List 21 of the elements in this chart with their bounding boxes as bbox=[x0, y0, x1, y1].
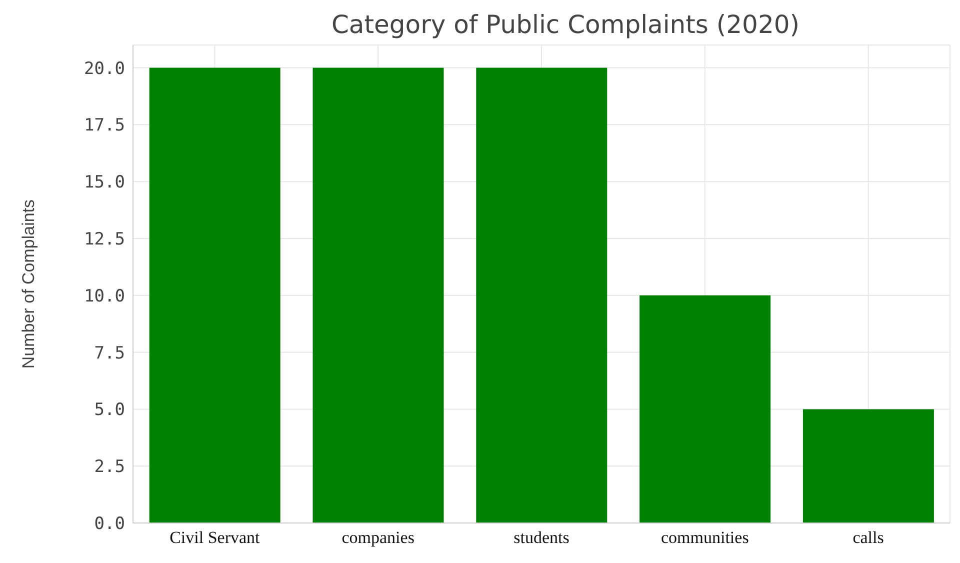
bar bbox=[149, 68, 280, 523]
y-tick-label: 7.5 bbox=[94, 343, 125, 364]
x-tick-label: calls bbox=[852, 528, 884, 548]
y-tick-label: 2.5 bbox=[94, 457, 125, 478]
y-tick-label: 0.0 bbox=[94, 514, 125, 534]
y-tick-label: 20.0 bbox=[84, 58, 125, 79]
bar bbox=[640, 295, 771, 523]
x-tick-label: Civil Servant bbox=[170, 528, 260, 548]
y-tick-label: 12.5 bbox=[84, 230, 125, 250]
x-tick-label: students bbox=[514, 528, 570, 548]
y-axis-title: Number of Complaints bbox=[19, 199, 38, 369]
bar bbox=[802, 409, 934, 523]
y-tick-label: 15.0 bbox=[84, 172, 125, 193]
x-tick-label: communities bbox=[660, 528, 749, 548]
y-tick-label: 5.0 bbox=[94, 400, 125, 420]
x-tick-label: companies bbox=[342, 528, 414, 548]
y-tick-label: 10.0 bbox=[84, 286, 125, 306]
bar bbox=[312, 68, 444, 523]
bar bbox=[476, 68, 608, 523]
chart-title: Category of Public Complaints (2020) bbox=[330, 10, 801, 39]
y-tick-label: 17.5 bbox=[84, 116, 125, 136]
